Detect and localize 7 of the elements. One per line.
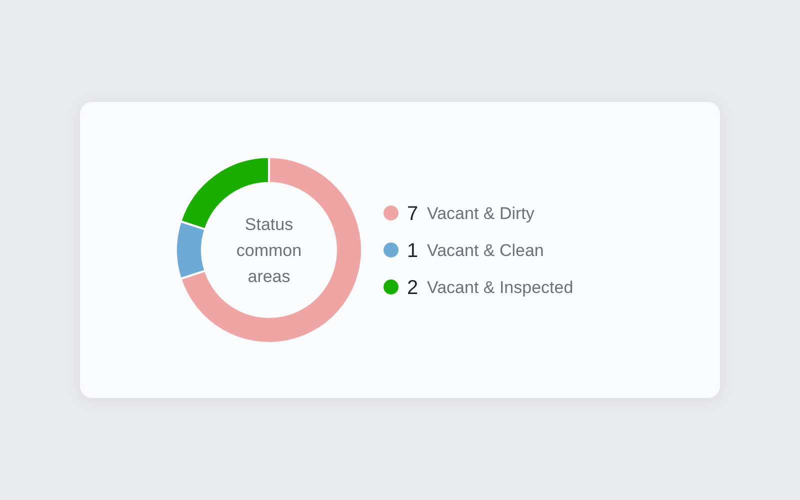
legend-label: Vacant & Clean — [427, 241, 544, 260]
data-label: 7 — [407, 203, 418, 225]
text: Status common areas — [236, 215, 302, 286]
legend-label: Vacant & Dirty — [427, 204, 535, 223]
legend-label: Vacant & Inspected — [427, 278, 574, 297]
data-label: 1 — [407, 240, 418, 262]
data-label: 2 — [407, 277, 418, 299]
